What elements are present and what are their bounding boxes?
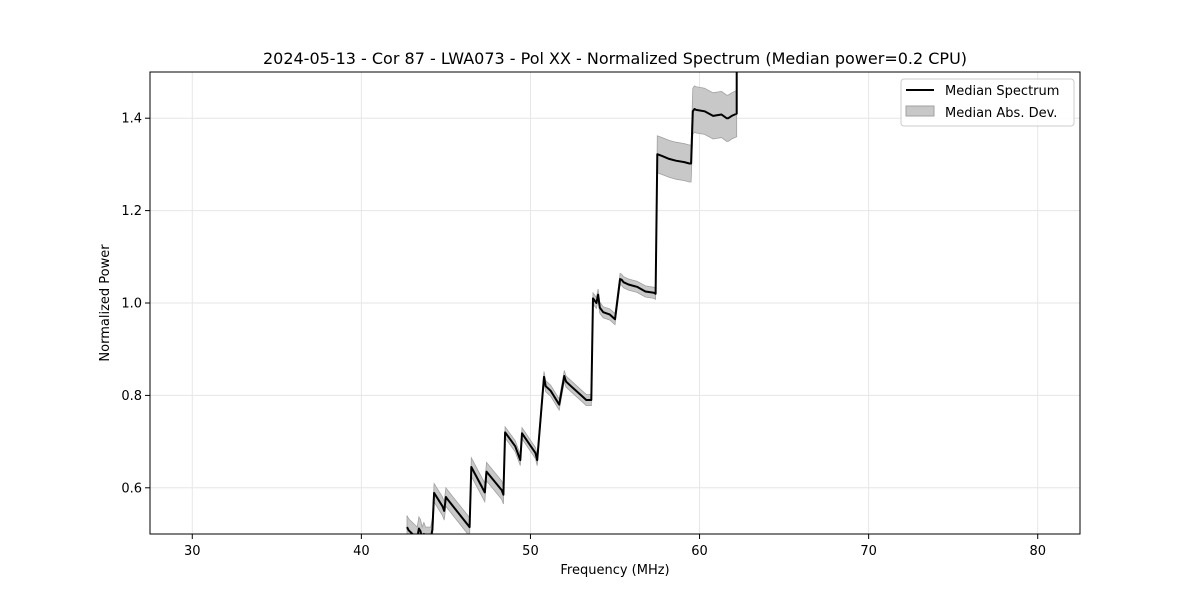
y-tick-label: 0.6 xyxy=(121,481,142,496)
chart-title: 2024-05-13 - Cor 87 - LWA073 - Pol XX - … xyxy=(263,49,967,68)
tick-layer: 30 40 50 60 70 80 0.6 0.8 1.0 1.2 1.4 xyxy=(121,112,1046,559)
y-tick-label: 1.4 xyxy=(121,112,142,127)
y-tick-label: 0.8 xyxy=(121,389,142,404)
x-tick-label: 60 xyxy=(691,544,708,559)
legend-label-median-spectrum: Median Spectrum xyxy=(945,84,1059,99)
y-tick-label: 1.0 xyxy=(121,297,142,312)
plot-area xyxy=(406,72,738,534)
x-tick-label: 50 xyxy=(522,544,539,559)
x-tick-label: 40 xyxy=(353,544,370,559)
legend-box xyxy=(900,78,1075,127)
median-spectrum-line xyxy=(406,72,738,534)
x-tick-label: 70 xyxy=(860,544,877,559)
legend-label-median-abs-dev: Median Abs. Dev. xyxy=(945,106,1057,121)
x-tick-label: 80 xyxy=(1029,544,1046,559)
y-axis-title: Normalized Power xyxy=(98,244,113,362)
x-axis-title: Frequency (MHz) xyxy=(560,563,669,578)
legend-band-swatch xyxy=(905,105,935,117)
x-tick-label: 30 xyxy=(184,544,201,559)
legend: Median Spectrum Median Abs. Dev. xyxy=(900,78,1075,127)
y-tick-label: 1.2 xyxy=(121,204,142,219)
